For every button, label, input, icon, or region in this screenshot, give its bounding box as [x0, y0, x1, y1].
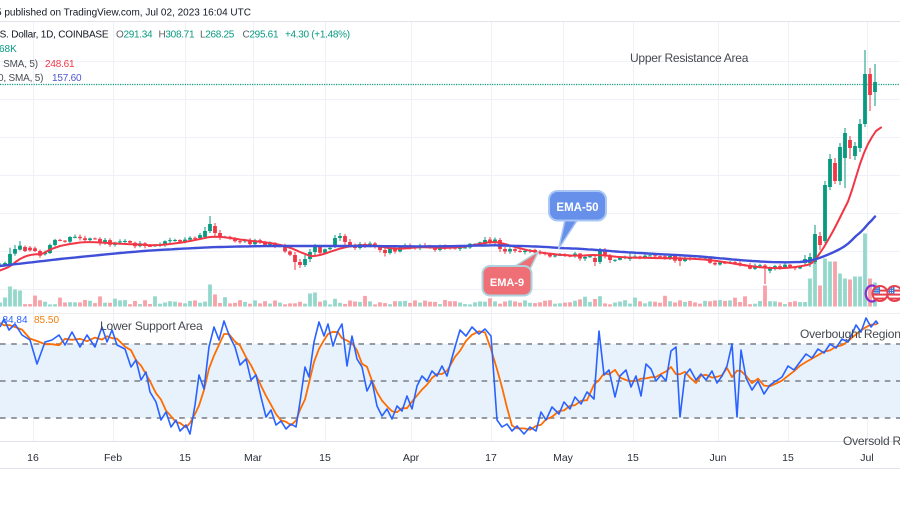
svg-text:Jun: Jun: [710, 452, 727, 464]
svg-text:15: 15: [627, 452, 639, 464]
svg-text:Upper Resistance Area: Upper Resistance Area: [630, 51, 749, 65]
svg-text:85.50: 85.50: [34, 315, 59, 326]
svg-text:0, SMA, 5): 0, SMA, 5): [0, 73, 43, 84]
svg-text:15: 15: [782, 452, 794, 464]
svg-text:+4.30 (+1.48%): +4.30 (+1.48%): [285, 30, 350, 41]
svg-text:.S. Dollar, 1D, COINBASE: .S. Dollar, 1D, COINBASE: [0, 30, 109, 41]
svg-text:, SMA, 5): , SMA, 5): [0, 59, 38, 70]
svg-text:Feb: Feb: [104, 452, 122, 464]
svg-text:Oversold Region: Oversold Region: [843, 434, 900, 448]
svg-text:15: 15: [319, 452, 331, 464]
svg-text:Mar: Mar: [244, 452, 263, 464]
svg-text:O291.34: O291.34: [116, 30, 153, 41]
svg-text:L268.25: L268.25: [200, 30, 235, 41]
svg-text:Apr: Apr: [403, 452, 420, 464]
svg-text:68K: 68K: [0, 44, 17, 55]
svg-text:17: 17: [485, 452, 497, 464]
svg-text:May: May: [553, 452, 574, 464]
svg-text:EMA-9: EMA-9: [490, 277, 524, 289]
svg-text:Jul: Jul: [860, 452, 873, 464]
svg-text:84.84: 84.84: [3, 315, 28, 326]
svg-text:Lower Support Area: Lower Support Area: [100, 319, 203, 333]
svg-text:157.60: 157.60: [52, 73, 82, 84]
svg-text:EMA-50: EMA-50: [556, 202, 598, 214]
svg-text:5 published on TradingView.com: 5 published on TradingView.com, Jul 02, …: [0, 8, 251, 19]
svg-text:16: 16: [27, 452, 39, 464]
svg-text:H308.71: H308.71: [159, 30, 195, 41]
svg-text:15: 15: [179, 452, 191, 464]
svg-text:Overbought Region: Overbought Region: [800, 327, 900, 341]
svg-text:C295.61: C295.61: [243, 30, 279, 41]
svg-text:248.61: 248.61: [45, 59, 75, 70]
